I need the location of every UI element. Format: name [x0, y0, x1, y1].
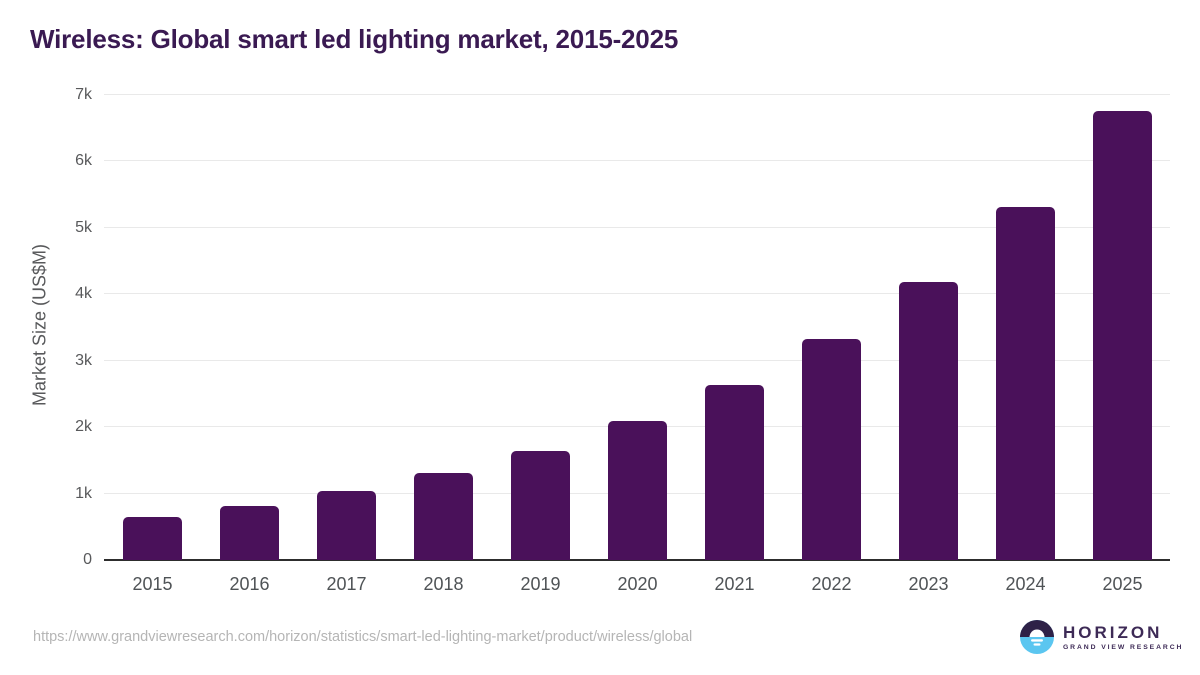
gridline-4k	[104, 293, 1170, 295]
x-tick-label: 2016	[229, 574, 270, 594]
gridline-6k	[104, 160, 1170, 162]
horizon-sun-icon	[1020, 620, 1054, 654]
source-url: https://www.grandviewresearch.com/horizo…	[33, 629, 693, 645]
bar-2024[interactable]	[996, 206, 1055, 560]
y-tick-label: 4k	[75, 285, 92, 303]
y-tick-label: 5k	[75, 218, 92, 236]
plot-area: 2015 2016 2017 2018 2019 2020 2021 2022 2023 2024…	[104, 94, 1170, 594]
chart-title: Wireless: Global smart led lighting mark…	[30, 24, 679, 54]
bar-2015[interactable]	[123, 516, 182, 560]
x-tick-label: 2018	[423, 574, 464, 594]
y-tick-label: 3k	[75, 351, 92, 369]
bar-2019[interactable]	[511, 451, 570, 560]
x-tick-label: 2024	[1005, 574, 1046, 594]
x-tick-label: 2017	[326, 574, 367, 594]
logo-name: HORIZON	[1063, 622, 1163, 642]
x-tick-label: 2022	[811, 574, 852, 594]
x-tick-label: 2019	[520, 574, 561, 594]
x-tick-label: 2020	[617, 574, 658, 594]
gridline-7k	[104, 94, 1170, 95]
x-tick-label: 2015	[132, 574, 173, 594]
bar-2025[interactable]	[1093, 110, 1152, 560]
bar-2016[interactable]	[220, 505, 279, 560]
logo-text: HORIZON GRAND VIEW RESEARCH	[1063, 622, 1184, 651]
bar-2023[interactable]	[899, 281, 958, 560]
bar-2022[interactable]	[802, 339, 861, 560]
logo-subtitle: GRAND VIEW RESEARCH	[1063, 643, 1184, 651]
x-tick-label: 2021	[714, 574, 755, 594]
y-tick-label: 2k	[75, 418, 92, 436]
y-tick-label: 1k	[75, 484, 92, 502]
bar-2017[interactable]	[317, 490, 376, 560]
y-tick-label: 6k	[75, 152, 92, 170]
bar-2020[interactable]	[608, 421, 667, 560]
x-axis-line	[104, 559, 1170, 561]
x-tick-label: 2023	[908, 574, 949, 594]
y-tick-label: 0	[83, 551, 92, 568]
horizon-logo: HORIZON GRAND VIEW RESEARCH	[1019, 619, 1183, 655]
x-tick-label: 2025	[1102, 574, 1143, 594]
gridline-3k	[104, 359, 1170, 361]
y-axis-title: Market Size (US$M)	[29, 243, 50, 407]
y-tick-label: 7k	[75, 86, 92, 103]
gridline-5k	[104, 226, 1170, 228]
bar-2018[interactable]	[414, 472, 473, 560]
bar-2021[interactable]	[705, 385, 764, 560]
